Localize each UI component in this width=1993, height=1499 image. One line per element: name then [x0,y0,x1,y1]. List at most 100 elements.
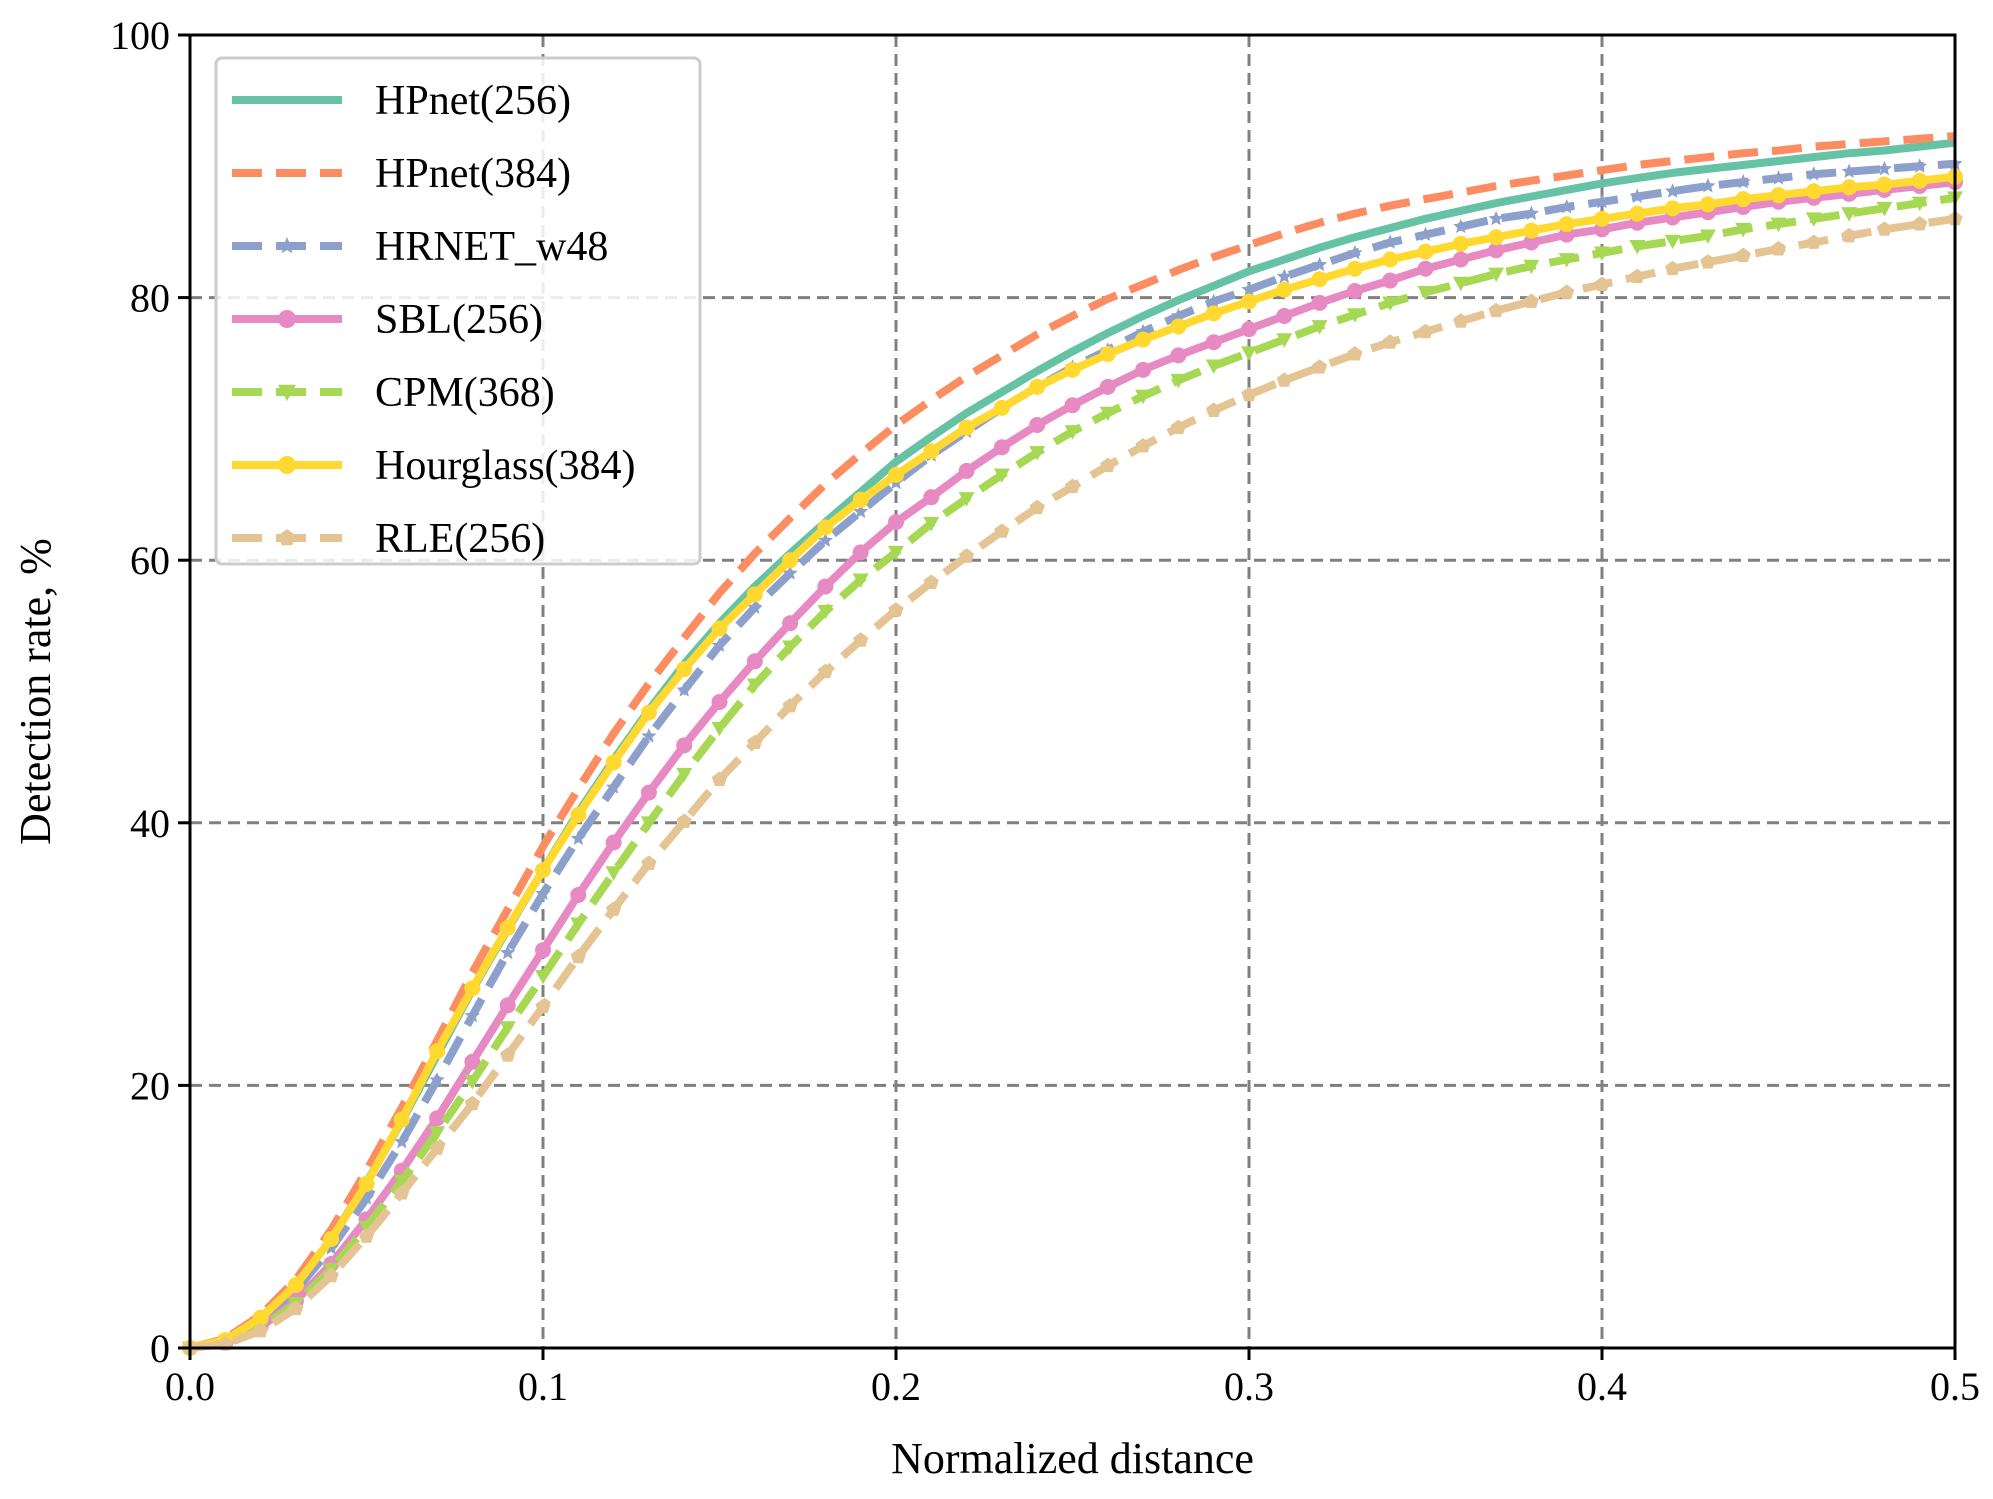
data-point [1735,174,1751,189]
data-point [888,602,904,617]
data-point [1629,268,1645,284]
data-point [817,605,834,620]
data-point [782,640,799,655]
plot-area [182,132,1963,1356]
data-point [817,519,834,536]
data-point [1241,281,1257,297]
y-tick-label: 40 [130,801,170,846]
data-point [1311,294,1328,311]
data-point [570,948,586,964]
data-point [1346,308,1363,323]
data-point [817,578,834,595]
legend-marker [278,456,296,474]
data-point [1241,346,1257,361]
data-point [1417,285,1434,301]
data-point [782,615,799,632]
data-point [1876,160,1893,176]
data-point [1170,419,1187,435]
data-point [1488,267,1505,282]
data-point [1347,346,1363,361]
data-point [1311,271,1328,288]
data-point [1382,296,1399,311]
data-point [393,1111,410,1128]
data-point [923,443,940,460]
data-point [1523,234,1540,251]
data-point [923,489,940,506]
y-axis-label: Detection rate, % [11,538,60,845]
legend-label-hpnet-256: HPnet(256) [375,78,571,124]
legend-label-rle-256: RLE(256) [375,516,545,562]
data-point [288,1300,304,1316]
x-tick-label: 0.0 [165,1364,215,1409]
data-point [676,737,693,754]
data-point [1558,253,1575,268]
data-point [1276,333,1293,348]
data-point [853,503,869,519]
data-point [429,1140,445,1155]
data-point [1559,284,1575,299]
data-point [1806,234,1822,249]
data-point [1135,389,1152,405]
data-point [782,552,799,569]
data-point [958,548,975,563]
data-point [358,1220,375,1236]
data-point [1453,313,1469,328]
data-point [1488,242,1505,259]
legend-label-hourglass-384: Hourglass(384) [375,443,636,489]
series-line [188,132,1956,1352]
data-point [1417,226,1434,242]
data-point [287,1276,304,1293]
data-point [394,1185,410,1200]
data-point [1841,207,1858,222]
data-point [1805,183,1822,200]
series-hourglass-384 [182,168,1963,1356]
data-point [1805,212,1822,227]
data-point [1205,334,1222,351]
data-point [464,980,481,997]
data-point [641,855,657,870]
data-point [1206,293,1222,309]
x-tick-label: 0.3 [1224,1364,1274,1409]
data-point [888,545,904,561]
data-point [1241,386,1257,402]
data-point [640,704,657,721]
y-tick-label: 60 [130,538,170,583]
data-point [429,1110,446,1127]
data-point [888,514,904,531]
data-point [1523,205,1540,221]
data-point [711,637,728,653]
data-point [1417,323,1434,339]
axis-ticks: 0.0 0.1 0.2 0.3 0.4 0.5 0 20 40 60 80 100 [110,13,1980,1409]
legend-marker [278,237,296,254]
data-point [1700,254,1716,269]
data-point [323,1240,339,1255]
x-tick-label: 0.5 [1930,1364,1980,1409]
data-point [1170,373,1187,389]
data-point [1100,457,1116,473]
data-point [817,663,834,679]
data-point [1346,260,1363,277]
data-point [1276,268,1292,284]
data-point [464,1053,481,1070]
legend-label-hpnet-384: HPnet(384) [375,151,571,197]
data-point [499,919,516,936]
data-point [1064,397,1081,414]
y-tick-label: 0 [150,1326,170,1371]
data-point [888,466,904,483]
data-point [1417,260,1434,277]
data-point [1276,372,1292,387]
data-point [746,586,763,603]
data-point [1382,234,1398,249]
data-point [499,997,516,1014]
data-point [429,1043,446,1060]
data-point [1205,359,1222,374]
data-point [1523,293,1540,309]
data-point [1452,276,1469,292]
legend-label-sbl-256: SBL(256) [375,297,543,343]
data-point [747,599,763,614]
data-point [1382,334,1398,349]
data-point [429,1126,446,1141]
data-point [570,830,586,846]
data-point [1594,246,1610,261]
